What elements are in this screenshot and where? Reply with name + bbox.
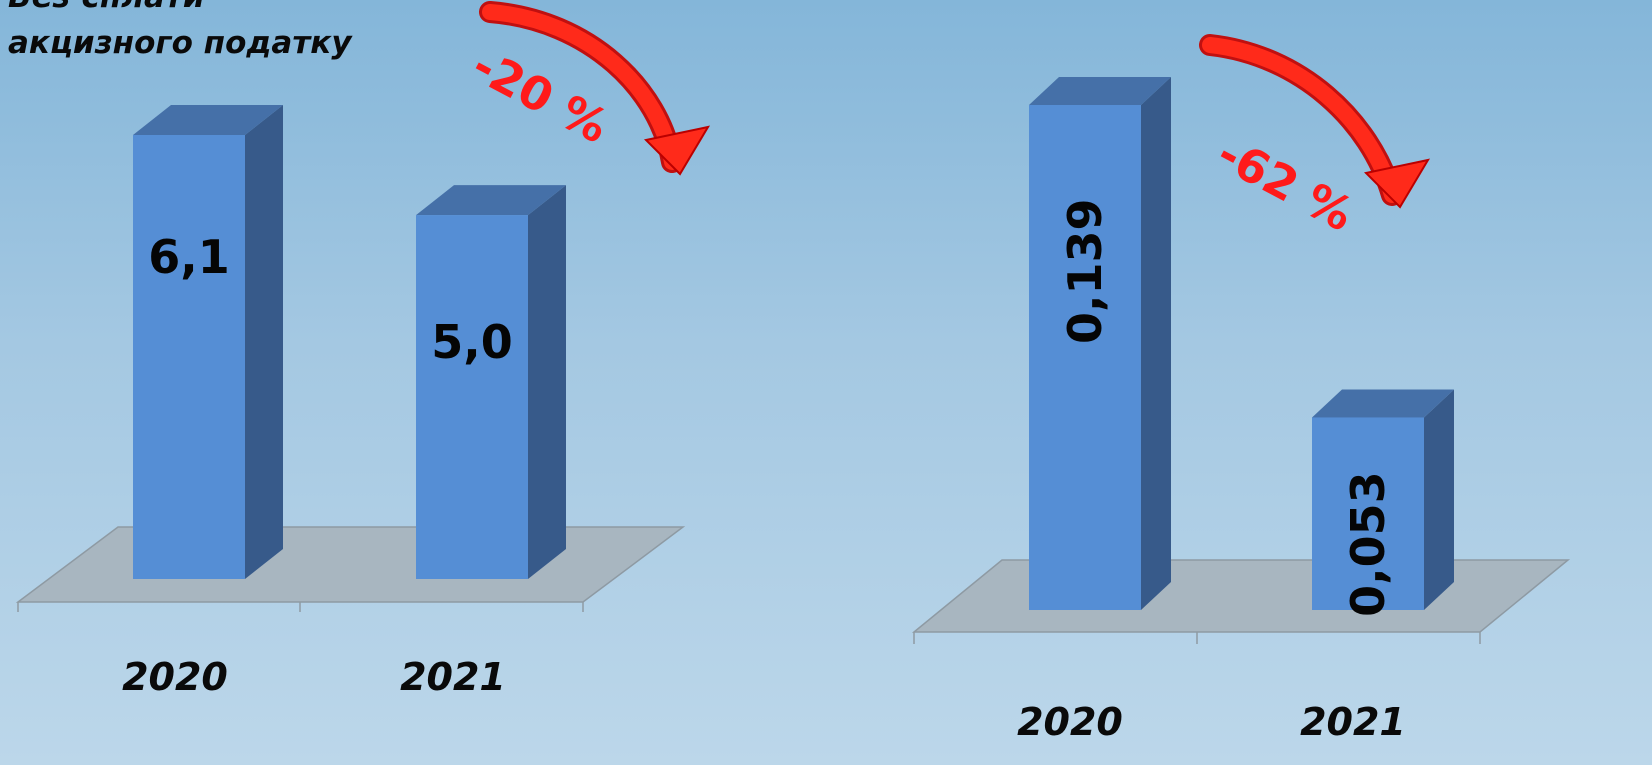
bar-top xyxy=(133,105,283,135)
category-label: 2021 xyxy=(1300,700,1406,744)
bar-top xyxy=(1312,389,1454,418)
category-label: 2020 xyxy=(1017,700,1123,744)
chart-floor xyxy=(911,559,1571,633)
bar-side xyxy=(1424,389,1454,610)
value-label: 6,1 xyxy=(148,230,230,284)
value-label: 5,0 xyxy=(431,315,513,369)
title-line-1: Без сплати xyxy=(8,0,352,20)
bar-front xyxy=(133,135,245,579)
arrow-head xyxy=(643,125,711,176)
decrease-arrow xyxy=(479,1,711,176)
bar-side xyxy=(528,185,566,580)
arrow-body xyxy=(1202,37,1400,203)
page-title: Без сплати акцизного податку xyxy=(8,0,352,66)
change-label: -62 % xyxy=(1209,126,1363,242)
arrow-head xyxy=(1363,158,1431,209)
bar-front xyxy=(1312,417,1424,610)
bar-2020 xyxy=(1029,77,1171,610)
chart-floor xyxy=(15,526,686,603)
arrow-body xyxy=(482,4,680,170)
bar-side xyxy=(245,105,283,579)
category-label: 2020 xyxy=(122,655,228,699)
bar-front xyxy=(1029,105,1141,610)
category-label: 2021 xyxy=(400,655,506,699)
bar-top xyxy=(416,185,566,216)
decrease-arrow xyxy=(1199,34,1431,209)
bar-2021 xyxy=(416,185,566,580)
bar-side xyxy=(1141,77,1171,610)
bar-front xyxy=(416,215,528,580)
chart-right: 0,139 2020 0,053 2021 -62 % xyxy=(911,34,1571,744)
bar-2020 xyxy=(133,105,283,579)
bar-top xyxy=(1029,77,1171,105)
bar-2021 xyxy=(1312,389,1454,610)
title-line-2: акцизного податку xyxy=(8,25,352,61)
value-label: 0,139 xyxy=(1058,198,1112,344)
value-label: 0,053 xyxy=(1341,471,1395,617)
